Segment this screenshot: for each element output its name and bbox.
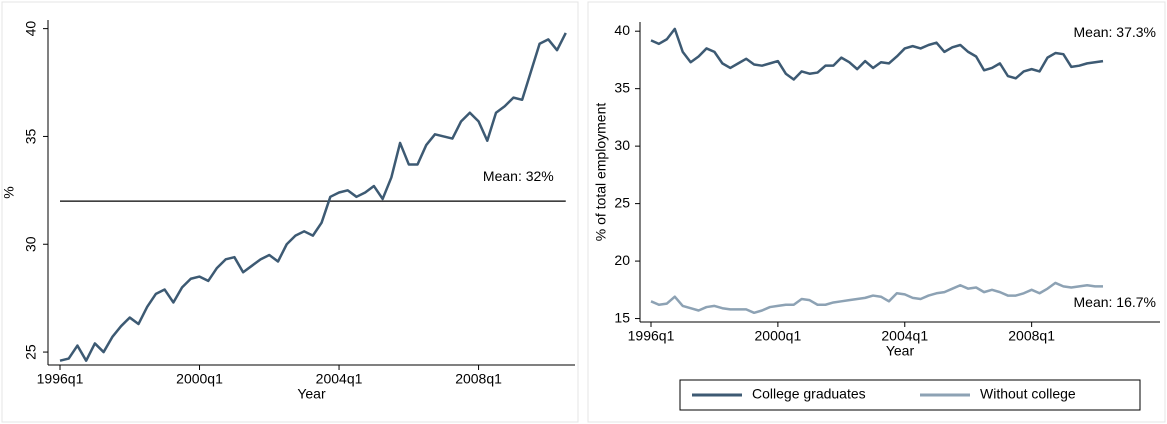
y-tick-label: 15 [614,309,630,325]
series-line [650,27,1104,81]
x-tick-label: 2008q1 [455,371,502,387]
x-axis-title: Year [886,343,915,359]
x-tick-label: 2008q1 [1008,328,1055,344]
legend-label: Without college [980,386,1076,402]
y-tick-label: 20 [614,252,630,268]
y-tick-label: 35 [614,79,630,95]
annotation: Mean: 32% [483,168,554,184]
y-tick-label: 30 [614,137,630,153]
series-line [59,32,567,362]
series-line [650,281,1104,315]
x-axis-title: Year [297,386,326,402]
legend-label: College graduates [752,386,866,402]
y-axis-title: % [1,186,17,198]
x-tick-label: 2000q1 [176,371,223,387]
y-tick-label: 25 [23,344,39,360]
y-tick-label: 40 [23,21,39,37]
y-tick-label: 30 [23,236,39,252]
y-axis-title: % of total employment [593,103,609,242]
x-tick-label: 1996q1 [37,371,84,387]
y-tick-label: 25 [614,194,630,210]
x-tick-label: 2004q1 [316,371,363,387]
legend-box [679,379,1141,411]
panel-frame [1,1,579,423]
y-tick-label: 35 [23,128,39,144]
x-tick-label: 2000q1 [755,328,802,344]
y-tick-label: 40 [614,22,630,38]
annotation: Mean: 37.3% [1074,24,1157,40]
annotation: Mean: 16.7% [1074,294,1157,310]
x-tick-label: 1996q1 [628,328,675,344]
panel-frame [587,1,1166,423]
x-tick-label: 2004q1 [881,328,928,344]
